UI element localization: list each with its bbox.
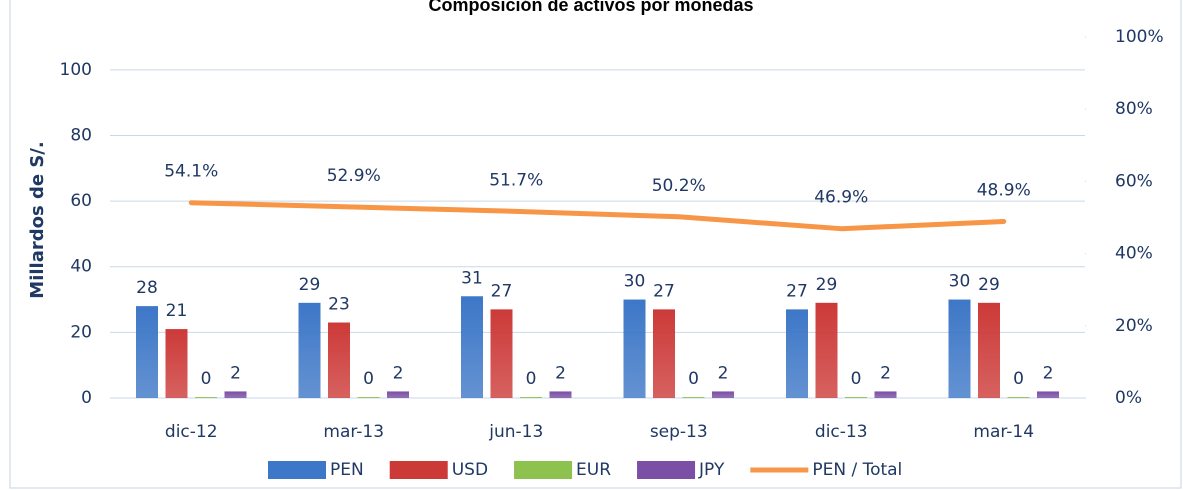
line-value-label: 46.9% — [814, 188, 868, 208]
bar — [1037, 391, 1059, 398]
line-value-label: 48.9% — [977, 180, 1031, 200]
value-label: 0 — [688, 369, 699, 389]
y2-tick-label: 0% — [1115, 388, 1142, 408]
value-label: 30 — [624, 272, 646, 292]
bar — [165, 329, 188, 398]
value-label: 28 — [136, 278, 158, 298]
value-label: 27 — [491, 281, 513, 301]
value-label: 0 — [851, 369, 862, 389]
x-tick-label: dic-12 — [165, 422, 218, 442]
bar — [549, 391, 572, 398]
value-label: 27 — [786, 281, 808, 301]
line-value-label: 52.9% — [327, 166, 381, 186]
value-label: 23 — [328, 295, 350, 315]
value-label: 29 — [978, 275, 1000, 295]
chart-title: Composición de activos por monedas — [428, 0, 753, 15]
bar — [387, 391, 409, 398]
line-value-label: 54.1% — [164, 162, 218, 182]
legend-swatch — [389, 461, 448, 479]
x-tick-label: mar-13 — [323, 422, 384, 442]
line-value-label: 51.7% — [489, 170, 543, 190]
chart-border — [9, 0, 1182, 489]
legend-label: USD — [452, 460, 488, 480]
bar — [845, 397, 867, 398]
bar — [520, 397, 542, 398]
legend-label: PEN — [330, 460, 364, 480]
legend-swatch — [637, 461, 696, 479]
y-tick-label: 0 — [81, 388, 92, 408]
line-value-label: 50.2% — [652, 176, 706, 196]
bar — [623, 299, 646, 398]
legend-swatch — [514, 461, 573, 479]
y-tick-label: 60 — [70, 191, 92, 211]
value-label: 0 — [363, 369, 374, 389]
line — [188, 200, 1007, 232]
bar — [948, 299, 971, 398]
x-tick-label: dic-13 — [815, 422, 868, 442]
legend-label: JPY — [698, 460, 725, 480]
bar — [712, 391, 734, 398]
legend-label: PEN / Total — [812, 460, 902, 480]
y2-tick-label: 40% — [1115, 244, 1153, 264]
value-label: 0 — [526, 369, 537, 389]
value-label: 31 — [461, 268, 483, 288]
value-label: 27 — [653, 281, 675, 301]
x-tick-label: sep-13 — [650, 422, 708, 442]
value-label: 21 — [166, 301, 188, 321]
y2-tick-label: 20% — [1115, 316, 1153, 336]
value-label: 2 — [393, 363, 404, 383]
bar — [815, 302, 838, 398]
bar — [786, 309, 808, 398]
bar — [978, 302, 1000, 398]
y2-tick-label: 100% — [1115, 27, 1164, 47]
y-axis-label: Millardos de S/. — [27, 141, 48, 298]
value-label: 0 — [1013, 369, 1024, 389]
x-tick-label: mar-14 — [973, 422, 1034, 442]
bar — [461, 296, 483, 398]
bar — [224, 391, 247, 398]
value-label: 2 — [230, 363, 241, 383]
y2-tick-label: 80% — [1115, 99, 1153, 119]
value-label: 29 — [816, 275, 838, 295]
value-label: 2 — [718, 363, 729, 383]
bar — [136, 306, 158, 398]
y-tick-label: 80 — [70, 125, 92, 145]
bar — [653, 309, 675, 398]
bar — [490, 309, 513, 398]
value-label: 2 — [555, 363, 566, 383]
bar — [1007, 397, 1030, 398]
x-tick-label: jun-13 — [488, 422, 543, 442]
legend-swatch — [268, 461, 326, 479]
bar — [682, 397, 705, 398]
value-label: 30 — [949, 272, 971, 292]
bar — [298, 302, 321, 398]
bar — [874, 391, 897, 398]
value-label: 2 — [880, 363, 891, 383]
value-label: 0 — [201, 369, 212, 389]
y-tick-label: 40 — [70, 257, 92, 277]
y-tick-label: 100 — [60, 60, 92, 80]
value-label: 2 — [1043, 363, 1054, 383]
y-tick-label: 20 — [70, 322, 92, 342]
legend-label: EUR — [576, 460, 611, 480]
y2-tick-label: 60% — [1115, 171, 1153, 191]
value-label: 29 — [299, 275, 321, 295]
bar — [357, 397, 380, 398]
bar — [328, 322, 350, 398]
bar — [195, 397, 217, 398]
